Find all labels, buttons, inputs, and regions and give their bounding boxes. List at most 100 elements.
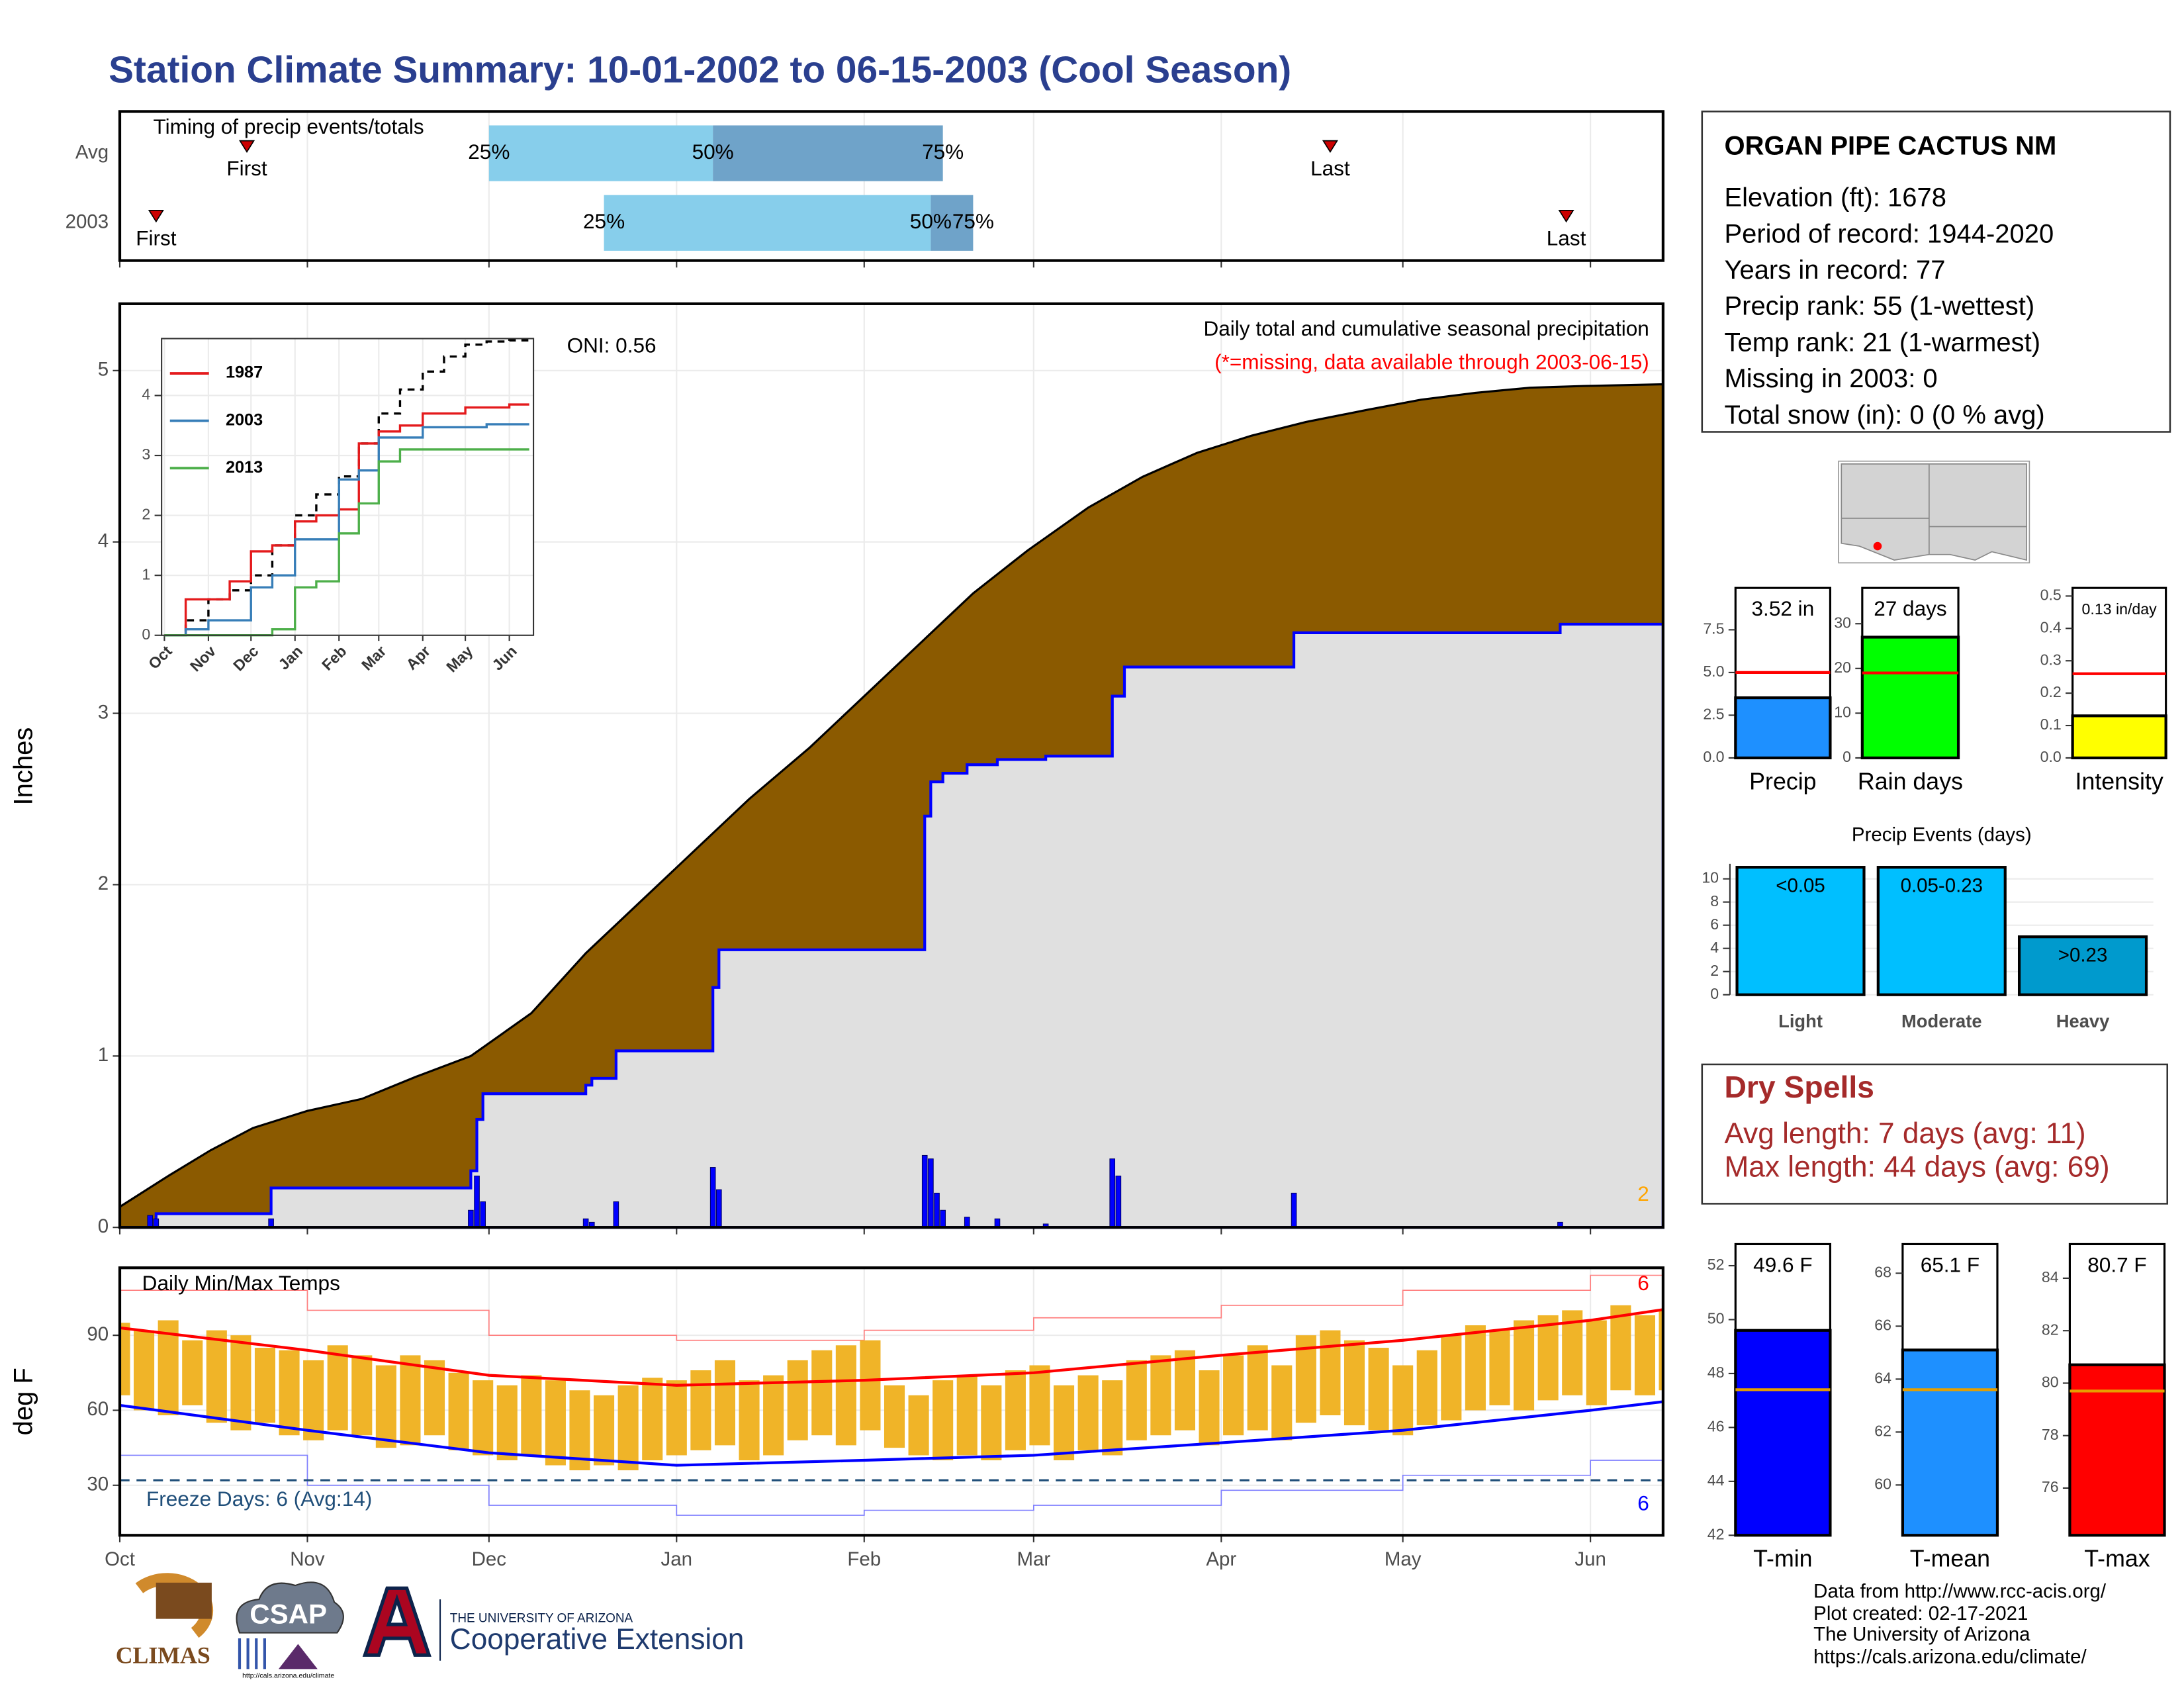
gauge-chart: 42 44 46 48 50 52 49.6 F T-min [1707, 1243, 1832, 1572]
y-tick-label: 0 [1710, 985, 1719, 1002]
season-cumulative-area [119, 622, 1664, 1229]
quartile-label: 75% [952, 209, 994, 233]
y-tick-label: 80 [2042, 1374, 2059, 1391]
row-label: Avg [75, 141, 109, 163]
bar [2071, 714, 2167, 760]
station-dot [1873, 541, 1882, 551]
event-label: First [226, 156, 267, 180]
temp-range-bar [1199, 1370, 1220, 1446]
daily-precip-bar [934, 1192, 940, 1228]
y-tick-label: 52 [1707, 1256, 1725, 1273]
bar-label: >0.23 [2058, 944, 2108, 966]
gauge-chart: 60 62 64 66 68 65.1 F T-mean [1874, 1243, 1999, 1572]
daily-precip-bar [709, 1167, 716, 1228]
csap-emblem [238, 1638, 266, 1669]
bar [1876, 866, 2007, 996]
temp-range-bar [1634, 1315, 1655, 1395]
extension-name: Cooperative Extension [450, 1623, 745, 1656]
temp-range-bar [1077, 1375, 1099, 1450]
quartile-label: 50% [692, 140, 734, 164]
chart-title: Daily total and cumulative seasonal prec… [1203, 316, 1649, 340]
value-label: 3.52 in [1752, 596, 1815, 620]
events-chart: Precip Events (days) 0 2 4 6 8 10 <0.05 Light 0.0… [1702, 824, 2154, 1031]
record-high-count: 6 [1637, 1271, 1649, 1295]
temp-range-bar [1126, 1360, 1147, 1440]
y-tick-label: 0.5 [2040, 586, 2062, 604]
x-tick-label: Jan [661, 1548, 693, 1570]
temp-range-bar [594, 1395, 615, 1466]
quartile-box [488, 125, 713, 181]
y-tick-label: 2.5 [1703, 706, 1724, 723]
category-label: Rain days [1858, 768, 1963, 794]
station-line: Missing in 2003: 0 [1724, 364, 1937, 393]
y-tick-label: 4 [1710, 939, 1719, 956]
category-label: T-min [1753, 1546, 1812, 1572]
event-label: Last [1310, 156, 1350, 180]
y-tick-label: 7.5 [1703, 620, 1724, 637]
temp-range-bar [1102, 1380, 1123, 1456]
footer-line: The University of Arizona [1813, 1624, 2030, 1646]
daily-precip-bar [147, 1215, 154, 1228]
gauge-chart: 0.0 2.5 5.0 7.5 3.52 in Precip [1703, 586, 1832, 794]
value-label: 27 days [1874, 596, 1947, 620]
y-tick-label: 76 [2042, 1478, 2059, 1495]
temp-range-bar [1174, 1350, 1196, 1430]
y-tick-label: 2 [98, 872, 109, 894]
record-low-count: 6 [1637, 1491, 1649, 1515]
station-line: Total snow (in): 0 (0 % avg) [1724, 400, 2044, 430]
temp-range-bar [981, 1385, 1002, 1461]
y-tick-label: 30 [87, 1474, 109, 1495]
temp-range-bar [1343, 1340, 1365, 1426]
temp-range-bar [448, 1372, 469, 1450]
temp-range-bar [400, 1355, 421, 1446]
y-tick-label: 2 [142, 506, 150, 523]
temp-range-bar [1537, 1315, 1559, 1401]
station-name: ORGAN PIPE CACTUS NM [1724, 132, 2056, 161]
category-label: Intensity [2075, 768, 2163, 794]
x-tick-label: Dec [472, 1548, 506, 1570]
csap-url: http://cals.arizona.edu/climate [242, 1672, 334, 1680]
event-label: Last [1547, 226, 1586, 250]
bar [2017, 935, 2148, 996]
y-tick-label: 46 [1707, 1417, 1725, 1434]
daily-precip-bar [940, 1209, 946, 1228]
daily-precip-bar [928, 1158, 934, 1228]
plot-frame [118, 302, 1664, 1229]
event-marker [1322, 140, 1338, 154]
daily-precip-bar [474, 1175, 480, 1228]
x-tick-label: Light [1778, 1011, 1823, 1031]
temp-range-bar [424, 1360, 445, 1436]
legend-label: 1987 [226, 363, 263, 382]
bar [1734, 696, 1832, 760]
bar [2068, 1363, 2166, 1537]
temp-range-bar [714, 1360, 736, 1446]
y-tick-label: 60 [1874, 1475, 1891, 1492]
y-tick-label: 2 [1710, 962, 1719, 979]
temp-range-bar [521, 1375, 542, 1456]
y-tick-label: 1 [98, 1044, 109, 1066]
temp-range-bar [908, 1395, 929, 1456]
climas-logo-text: CLIMAS [116, 1642, 210, 1669]
y-tick-label: 68 [1874, 1264, 1891, 1281]
station-line: Precip rank: 55 (1-wettest) [1724, 292, 2034, 321]
y-tick-label: 0.2 [2040, 683, 2062, 700]
temp-range-bar [327, 1345, 348, 1430]
y-tick-label: 0.1 [2040, 716, 2062, 733]
temp-range-bar [158, 1320, 179, 1416]
chart-title: Timing of precip events/totals [154, 115, 424, 138]
map-state [1929, 526, 2028, 561]
x-tick-label: Mar [1017, 1548, 1050, 1570]
temp-marks [119, 1274, 1663, 1516]
chart-title: Precip Events (days) [1852, 824, 2032, 846]
x-tick-label: Heavy [2056, 1011, 2110, 1031]
y-tick-label: 48 [1707, 1364, 1725, 1381]
quartile-box [931, 195, 974, 251]
legend-label: 2013 [226, 458, 263, 477]
quartile-label: 50% [910, 209, 952, 233]
quartile-box [713, 125, 943, 181]
y-tick-label: 0.3 [2040, 651, 2062, 668]
temp-range-bar [254, 1348, 276, 1423]
y-axis-label: Inches [9, 727, 38, 806]
x-tick-label: Moderate [1901, 1011, 1982, 1031]
